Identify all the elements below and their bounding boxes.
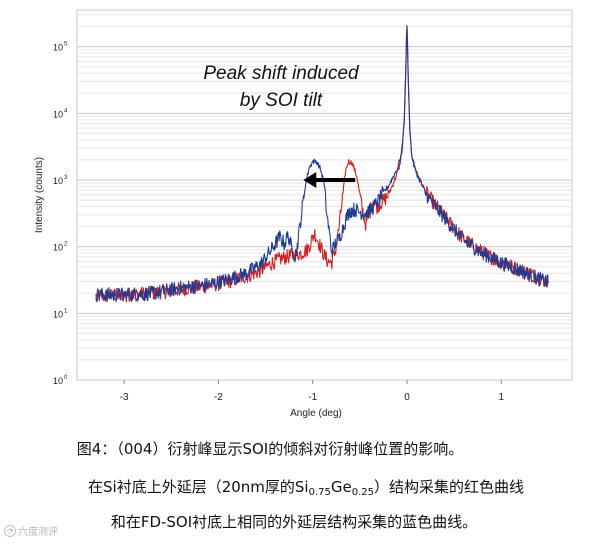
y-tick-label: 10 — [53, 243, 63, 253]
peak-shift-annotation: Peak shift induced by SOI tilt — [203, 63, 360, 188]
x-tick-label: -2 — [214, 392, 223, 403]
x-tick-label: -1 — [308, 392, 317, 403]
y-axis-label: Intensity (counts) — [34, 157, 45, 233]
y-tick-exponent: 1 — [64, 308, 68, 314]
y-tick-label: 10 — [53, 43, 63, 53]
y-tick-exponent: 4 — [64, 108, 68, 114]
x-tick-label: 1 — [499, 392, 505, 403]
y-tick-exponent: 0 — [64, 375, 68, 381]
caption-sub-si: 0.75 — [308, 487, 331, 498]
x-tick-label: 0 — [404, 392, 410, 403]
caption-line-3: 和在FD-SOI衬底上相同的外延层结构采集的蓝色曲线。 — [110, 513, 478, 531]
watermark: ◔ 六度测评 — [4, 523, 58, 538]
x-axis-label: Angle (deg) — [290, 408, 342, 419]
y-tick-label: 10 — [53, 109, 63, 119]
watermark-text: 六度测评 — [18, 527, 58, 538]
annotation-line-2: by SOI tilt — [240, 90, 323, 111]
grid-lines — [77, 14, 572, 381]
annotation-line-1: Peak shift induced — [203, 63, 360, 84]
y-tick-label: 10 — [53, 176, 63, 186]
caption-line-1: 图4：（004）衍射峰显示SOI的倾斜对衍射峰位置的影响。 — [76, 440, 464, 458]
caption-sub-ge: 0.25 — [351, 487, 374, 498]
caption-line-2: 在Si衬底上外延层（20nm厚的Si0.75Ge0.25）结构采集的红色曲线 — [0, 476, 612, 498]
y-tick-label: 10 — [53, 309, 63, 319]
y-tick-exponent: 5 — [64, 42, 68, 48]
x-tick-label: -3 — [120, 392, 129, 403]
caption-line-2c: ）结构采集的红色曲线 — [373, 478, 524, 496]
left-arrow-icon — [303, 172, 317, 188]
caption-line-2b: Ge — [330, 478, 352, 496]
y-tick-label: 10 — [53, 376, 63, 386]
watermark-logo-icon: ◔ — [4, 524, 16, 537]
caption-line-2a: 在Si衬底上外延层（20nm厚的Si — [88, 478, 309, 496]
y-tick-exponent: 3 — [64, 175, 68, 181]
y-tick-exponent: 2 — [64, 242, 68, 248]
